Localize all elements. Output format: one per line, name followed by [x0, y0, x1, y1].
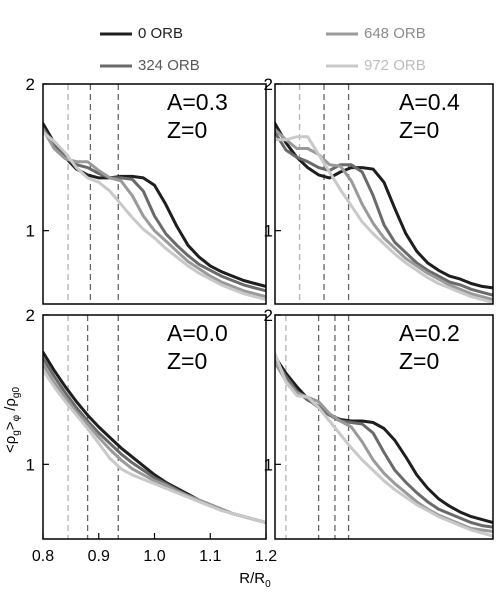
series-line-0-orb: [275, 122, 493, 290]
series-line-648-orb: [43, 362, 266, 525]
panel-annotation-a: A=0.4: [399, 89, 460, 115]
series-line-648-orb: [275, 128, 493, 302]
series-line-648-orb: [43, 128, 266, 299]
y-axis-label: <ρg>φ /ρg0: [2, 387, 22, 454]
series-line-648-orb: [275, 361, 493, 533]
series-group: [43, 122, 266, 302]
series-line-972-orb: [43, 130, 266, 302]
series-line-0-orb: [275, 355, 493, 525]
legend-972-orb-label: 972 ORB: [364, 57, 426, 74]
series-line-324-orb: [275, 358, 493, 529]
series-line-0-orb: [43, 350, 266, 525]
series-line-324-orb: [43, 356, 266, 525]
y-tick-label: 2: [264, 306, 273, 325]
x-tick-label: 0.9: [88, 548, 110, 565]
series-group: [43, 350, 266, 525]
y-tick-label: 1: [26, 222, 35, 241]
y-tick-label: 2: [26, 75, 35, 94]
series-line-0-orb: [43, 122, 266, 288]
panel-bottom-right: 1 2 A=0.2Z=0: [264, 306, 494, 540]
panel-annotation-z: Z=0: [399, 117, 439, 143]
legend-0-orb-label: 0 ORB: [138, 25, 183, 42]
series-line-972-orb: [275, 352, 493, 538]
legend-324-orb-label: 324 ORB: [138, 57, 200, 74]
series-line-324-orb: [43, 126, 266, 293]
legend-648-orb-label: 648 ORB: [364, 25, 426, 42]
y-tick-label: 1: [26, 455, 35, 474]
panel-annotation-z: Z=0: [167, 348, 207, 374]
panel-frame: [42, 314, 267, 540]
y-tick-label: 2: [26, 306, 35, 325]
series-group: [275, 122, 493, 304]
panel-frame: [274, 83, 494, 305]
panel-annotation-a: A=0.0: [167, 320, 228, 346]
panel-bottom-left: 1 2 0.8 0.9 1.0 1.1 1.2 A=0.0Z=0: [26, 306, 278, 565]
panel-top-right: 1 2 A=0.4Z=0: [264, 75, 494, 305]
x-axis-label: R/R0: [239, 570, 271, 590]
y-tick-label: 1: [264, 455, 273, 474]
x-tick-label: 1.2: [255, 548, 277, 565]
legend: 0 ORB 324 ORB 648 ORB 972 ORB: [100, 25, 426, 74]
panel-annotation-a: A=0.2: [399, 320, 460, 346]
series-group: [275, 352, 493, 538]
series-line-972-orb: [275, 135, 493, 304]
x-tick-label: 1.0: [143, 548, 165, 565]
panel-top-left: 1 2 A=0.3Z=0: [26, 75, 267, 305]
panel-annotation-a: A=0.3: [167, 89, 228, 115]
x-tick-label: 1.1: [199, 548, 221, 565]
y-tick-label: 1: [264, 222, 273, 241]
panel-frame: [274, 314, 494, 540]
series-line-972-orb: [43, 368, 266, 525]
panel-annotation-z: Z=0: [399, 348, 439, 374]
y-tick-label: 2: [264, 75, 273, 94]
panel-annotation-z: Z=0: [167, 117, 207, 143]
series-line-324-orb: [275, 130, 493, 297]
panel-frame: [42, 83, 267, 305]
x-tick-label: 0.8: [32, 548, 54, 565]
